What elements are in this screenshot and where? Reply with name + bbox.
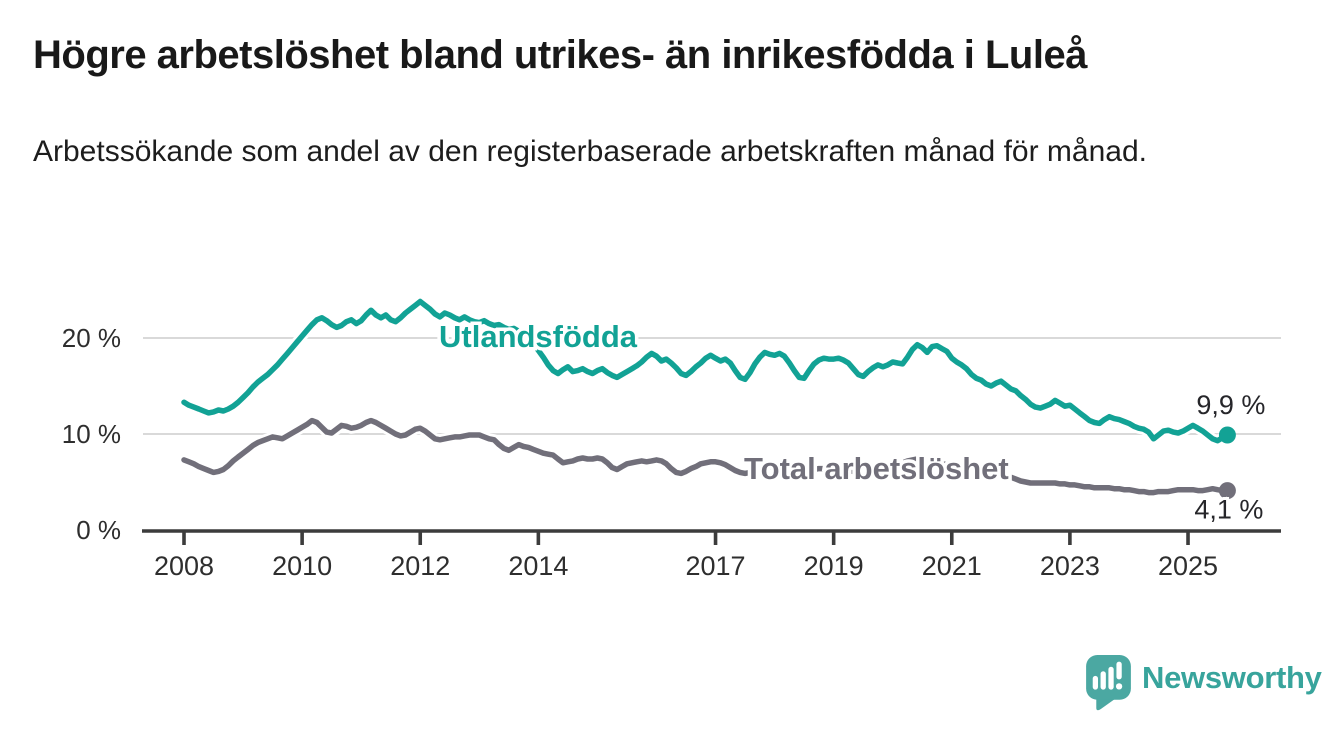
chart-title: Högre arbetslöshet bland utrikes- än inr… bbox=[33, 33, 1087, 77]
brand-name: Newsworthy bbox=[1142, 660, 1322, 695]
chart-subtitle: Arbetssökande som andel av den registerb… bbox=[33, 135, 1147, 168]
series-label-utlandsfodda: Utlandsfödda bbox=[439, 319, 638, 354]
x-tick-label: 2025 bbox=[1158, 551, 1218, 581]
x-tick-label: 2010 bbox=[272, 551, 332, 581]
newsworthy-logo-icon bbox=[1086, 655, 1131, 711]
series-line-total bbox=[181, 417, 1231, 496]
x-tick-label: 2012 bbox=[390, 551, 450, 581]
series-halo bbox=[178, 415, 1233, 499]
brand-footer: Newsworthy bbox=[1086, 655, 1322, 712]
end-dot-total bbox=[1218, 482, 1236, 500]
end-dot-utlandsfodda bbox=[1218, 426, 1236, 444]
x-tick-label: 2014 bbox=[508, 551, 568, 581]
y-tick-label: 0 % bbox=[76, 515, 121, 545]
x-tick-label: 2017 bbox=[686, 551, 746, 581]
end-value-label: 9,9 % bbox=[1196, 390, 1265, 420]
x-tick-label: 2021 bbox=[922, 551, 982, 581]
series-halo bbox=[178, 296, 1233, 447]
series-label-total: Total arbetslöshet bbox=[744, 451, 1009, 486]
x-tick-label: 2023 bbox=[1040, 551, 1100, 581]
end-value-label: 4,1 % bbox=[1194, 495, 1263, 525]
y-tick-label: 20 % bbox=[62, 323, 121, 353]
x-tick-label: 2008 bbox=[154, 551, 214, 581]
x-tick-label: 2019 bbox=[804, 551, 864, 581]
y-tick-label: 10 % bbox=[62, 419, 121, 449]
series-line-utlandsfodda bbox=[181, 298, 1231, 444]
